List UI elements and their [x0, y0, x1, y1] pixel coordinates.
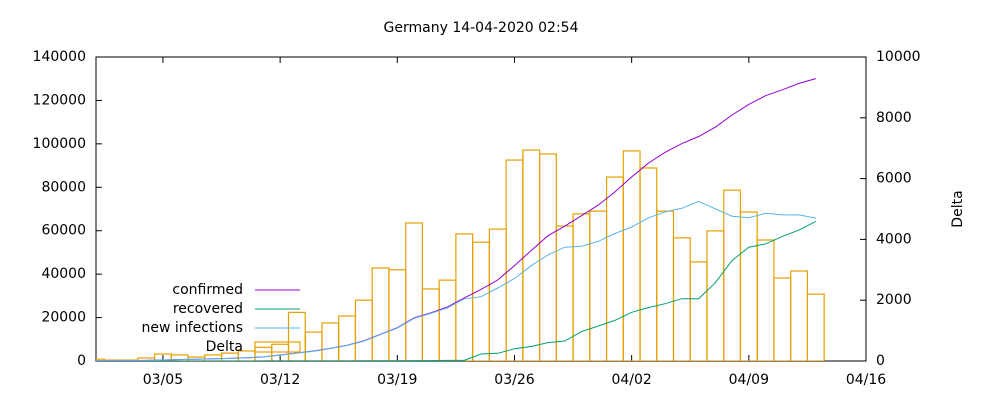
- bar: [254, 346, 273, 361]
- bar: [572, 213, 591, 361]
- y2-axis-label: Delta: [950, 190, 966, 227]
- y-tick-label: 120000: [33, 92, 86, 108]
- y2-tick-label: 10000: [876, 49, 921, 65]
- y-tick-label: 0: [77, 353, 86, 369]
- bar: [672, 237, 691, 361]
- y-tick-label: 140000: [33, 49, 86, 65]
- y-tick-label: 100000: [33, 136, 86, 152]
- bar: [388, 269, 407, 361]
- bar: [739, 211, 758, 361]
- y-tick-label: 40000: [41, 266, 86, 282]
- chart-title: Germany 14-04-2020 02:54: [384, 20, 579, 36]
- bar: [806, 293, 825, 361]
- bar: [321, 322, 340, 361]
- bar: [204, 354, 223, 361]
- bar: [304, 331, 323, 361]
- bar: [472, 241, 490, 361]
- y-tick-label: 20000: [41, 310, 86, 326]
- y-tick-label: 60000: [41, 223, 86, 239]
- plot-area: [96, 78, 825, 361]
- legend-label: confirmed: [172, 282, 243, 298]
- bar: [639, 167, 658, 361]
- y2-tick-label: 6000: [876, 171, 912, 187]
- bar: [354, 299, 373, 361]
- line: [96, 200, 816, 361]
- legend-label: recovered: [173, 301, 243, 317]
- bar: [756, 239, 775, 361]
- x-tick-label: 04/02: [611, 372, 651, 388]
- bar: [371, 267, 390, 361]
- bar: [790, 270, 809, 361]
- bar: [538, 153, 557, 361]
- bar: [706, 230, 725, 361]
- bar: [773, 277, 792, 361]
- y2-tick-label: 0: [876, 353, 885, 369]
- legend-label: new infections: [142, 320, 244, 336]
- bar: [689, 261, 708, 361]
- legend-label: Delta: [206, 339, 243, 355]
- x-tick-label: 03/05: [143, 372, 183, 388]
- bar: [405, 222, 424, 361]
- y2-tick-label: 4000: [876, 231, 912, 247]
- bar: [438, 279, 457, 361]
- y2-tick-label: 8000: [876, 110, 912, 126]
- bar: [656, 210, 675, 361]
- x-tick-label: 04/16: [846, 372, 886, 388]
- legend-swatch: [254, 341, 301, 353]
- x-tick-label: 03/12: [260, 372, 300, 388]
- bar: [605, 176, 624, 361]
- y-tick-label: 80000: [41, 179, 86, 195]
- x-tick-label: 03/26: [494, 372, 534, 388]
- bar: [488, 228, 507, 361]
- y2-tick-label: 2000: [876, 292, 912, 308]
- line: [96, 220, 817, 361]
- bar: [338, 315, 357, 361]
- bar: [589, 210, 608, 361]
- bar: [421, 288, 440, 361]
- x-tick-label: 04/09: [729, 372, 769, 388]
- x-tick-label: 03/19: [377, 372, 417, 388]
